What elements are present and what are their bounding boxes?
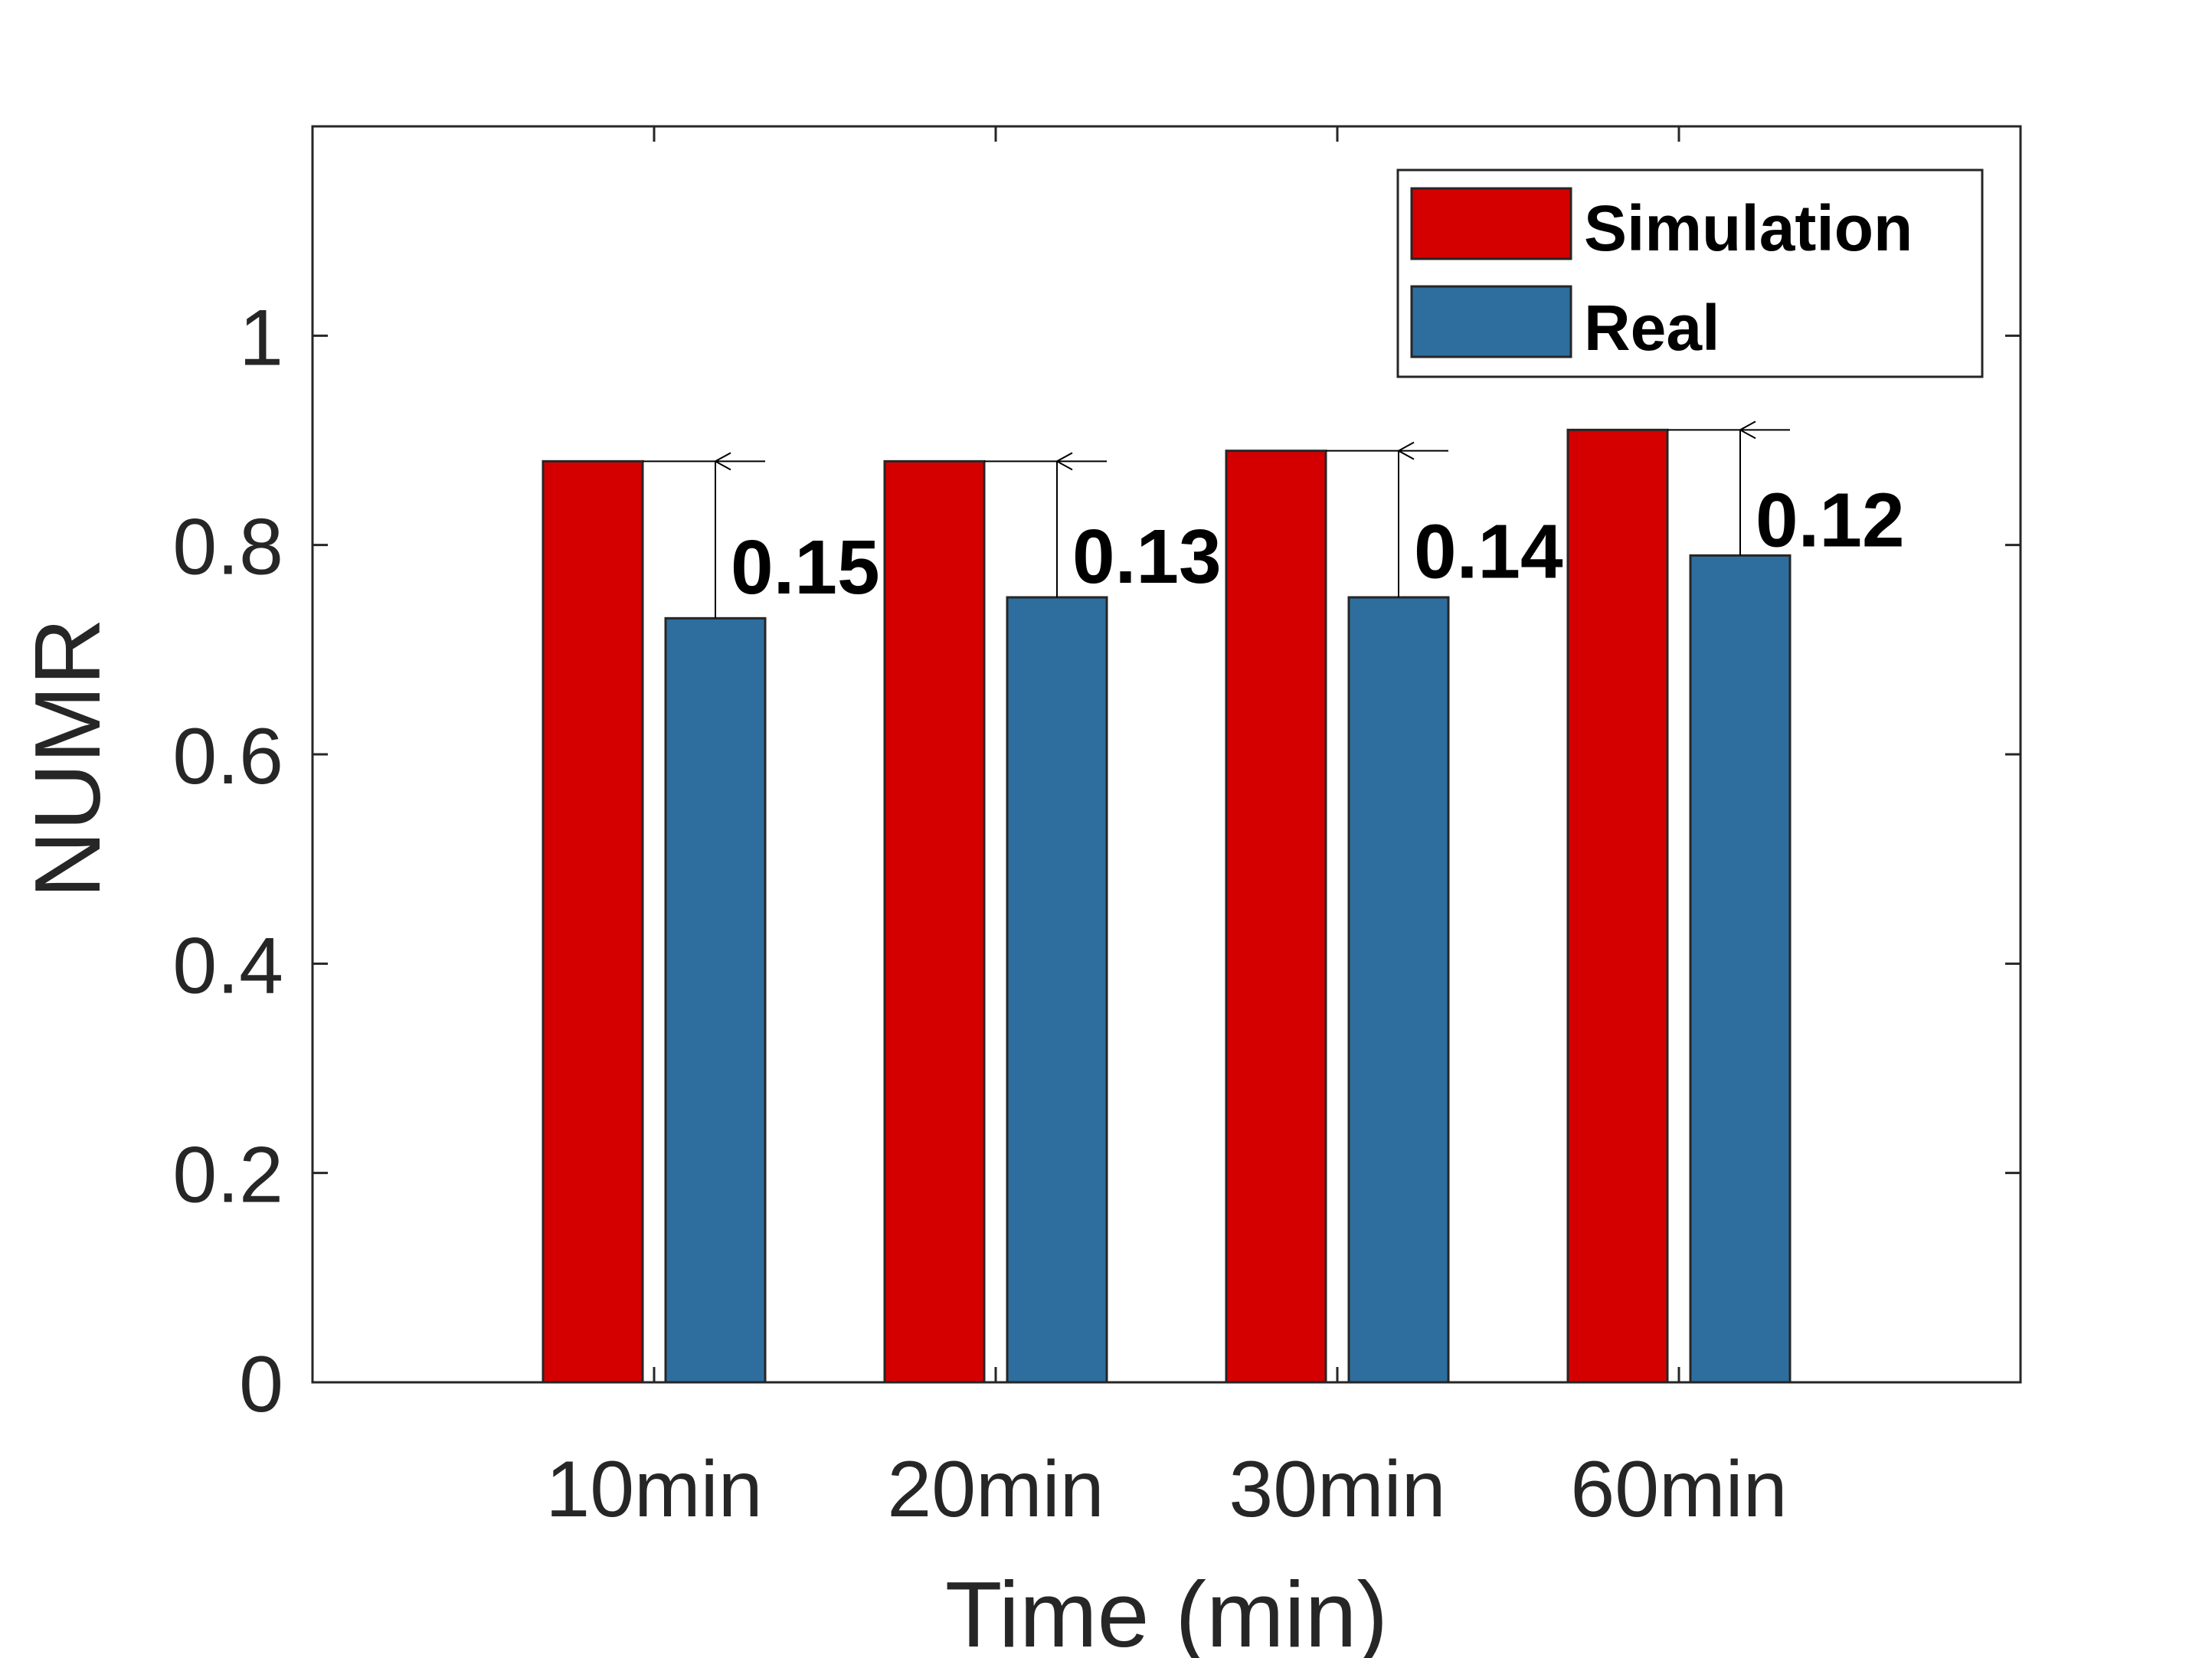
axis-ticks (312, 126, 2021, 1384)
y-axis-title: NUMR (15, 618, 119, 898)
y-tick-label: 1 (239, 293, 283, 382)
bar-simulation (883, 459, 986, 1384)
bar-real (664, 616, 767, 1384)
y-tick-labels: 0 0.2 0.4 0.6 0.8 1 (172, 293, 283, 1429)
bars-layer (542, 428, 1792, 1384)
x-axis-title: Time (min) (945, 1562, 1388, 1658)
bar-simulation (1566, 428, 1669, 1384)
x-tick-label: 30min (1229, 1445, 1445, 1534)
bar-simulation (1225, 450, 1327, 1384)
difference-label: 0.14 (1414, 509, 1563, 594)
x-tick-label: 10min (545, 1445, 762, 1534)
bar-real (1689, 554, 1792, 1384)
difference-annotations: 0.15 0.13 0.14 0.12 (643, 430, 1905, 619)
legend: Simulation Real (1396, 168, 1984, 378)
y-tick-label: 0 (239, 1340, 283, 1429)
x-tick-label: 20min (887, 1445, 1104, 1534)
y-tick-label: 0.8 (172, 503, 283, 592)
legend-label-real: Real (1584, 292, 1720, 364)
legend-label-simulation: Simulation (1584, 192, 1913, 264)
y-tick-label: 0.6 (172, 712, 283, 801)
difference-label: 0.15 (731, 525, 880, 610)
difference-label: 0.12 (1756, 477, 1905, 563)
difference-label: 0.13 (1072, 514, 1222, 600)
y-tick-label: 0.2 (172, 1131, 283, 1220)
bar-real (1347, 596, 1450, 1384)
legend-swatch-real (1410, 285, 1572, 358)
bar-simulation (542, 459, 644, 1384)
legend-swatch-simulation (1410, 187, 1572, 260)
y-tick-label: 0.4 (172, 921, 283, 1010)
x-tick-labels: 10min 20min 30min 60min (545, 1445, 1787, 1534)
x-tick-label: 60min (1570, 1445, 1787, 1534)
bar-real (1006, 596, 1108, 1384)
